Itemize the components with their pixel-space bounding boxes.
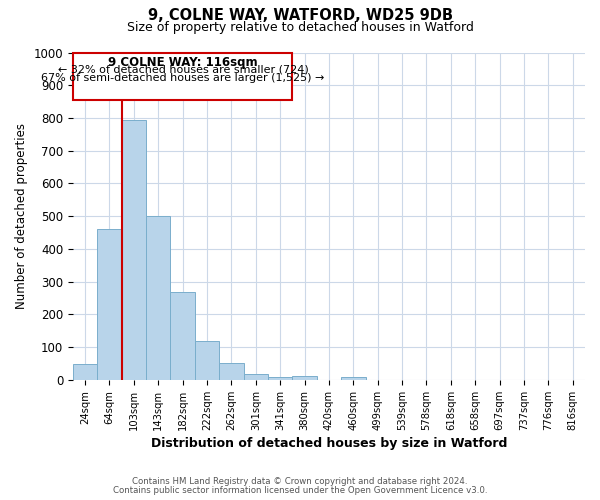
Bar (219, 363, 244, 380)
Bar (73, 364, 97, 380)
FancyBboxPatch shape (73, 52, 292, 100)
Text: ← 32% of detached houses are smaller (724): ← 32% of detached houses are smaller (72… (58, 64, 308, 74)
Bar (244, 374, 268, 380)
Bar (170, 292, 195, 380)
Y-axis label: Number of detached properties: Number of detached properties (15, 123, 28, 309)
Text: Contains HM Land Registry data © Crown copyright and database right 2024.: Contains HM Land Registry data © Crown c… (132, 477, 468, 486)
Bar (146, 216, 170, 380)
X-axis label: Distribution of detached houses by size in Watford: Distribution of detached houses by size … (151, 437, 507, 450)
Text: Contains public sector information licensed under the Open Government Licence v3: Contains public sector information licen… (113, 486, 487, 495)
Text: 9 COLNE WAY: 116sqm: 9 COLNE WAY: 116sqm (108, 56, 257, 70)
Bar (97, 230, 122, 380)
Text: Size of property relative to detached houses in Watford: Size of property relative to detached ho… (127, 21, 473, 34)
Bar (122, 120, 146, 380)
Bar (195, 340, 219, 380)
Text: 67% of semi-detached houses are larger (1,525) →: 67% of semi-detached houses are larger (… (41, 73, 325, 83)
Text: 9, COLNE WAY, WATFORD, WD25 9DB: 9, COLNE WAY, WATFORD, WD25 9DB (148, 8, 452, 23)
Bar (268, 376, 292, 380)
Bar (341, 378, 365, 380)
Bar (292, 376, 317, 380)
